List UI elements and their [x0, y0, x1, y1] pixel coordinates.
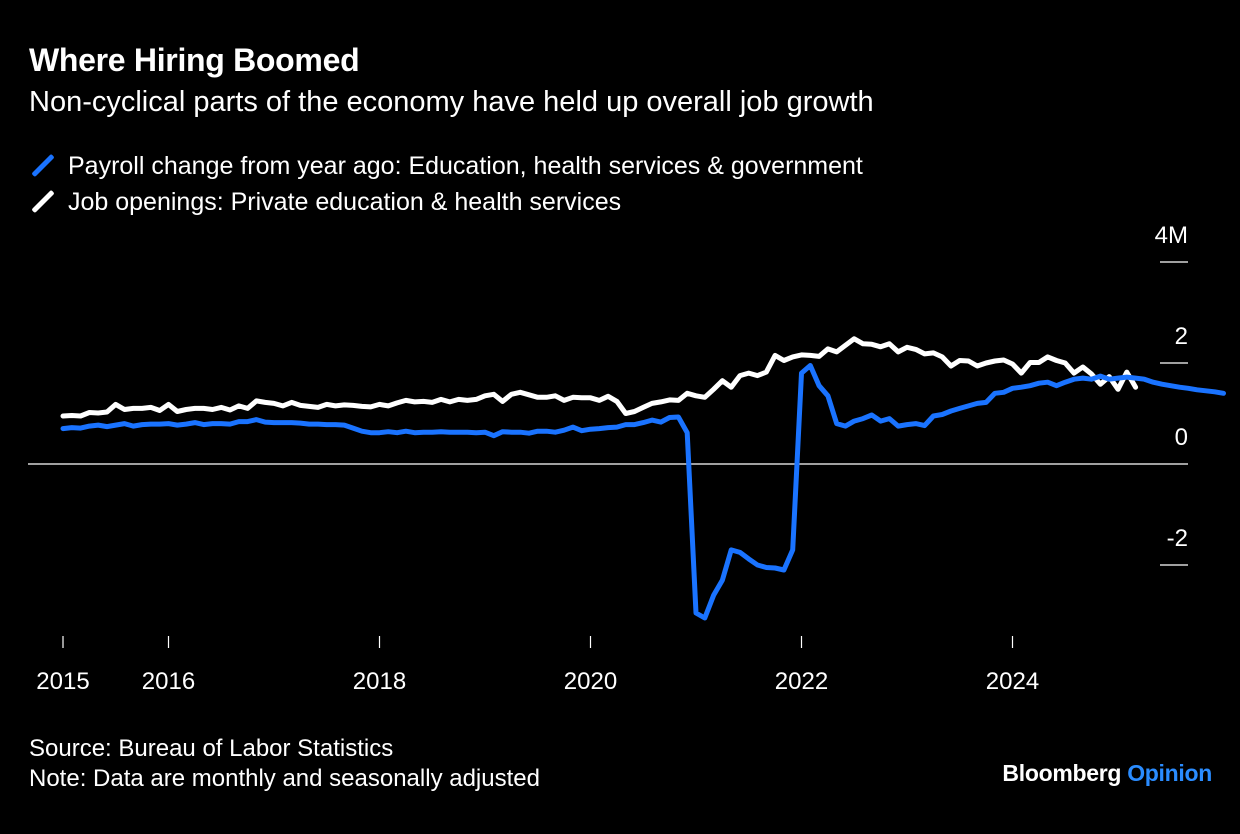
- chart-title: Where Hiring Boomed: [29, 42, 360, 78]
- source-note: Source: Bureau of Labor Statistics: [29, 735, 394, 762]
- y-tick-label: 0: [1175, 424, 1188, 451]
- footer: Source: Bureau of Labor Statistics Note:…: [29, 734, 540, 794]
- x-tick-label: 2020: [564, 668, 617, 695]
- y-tick-label: 4M: [1155, 222, 1188, 249]
- x-tick-label: 2024: [986, 668, 1039, 695]
- legend-label-openings: Job openings: Private education & health…: [68, 187, 622, 216]
- logo-brand: Bloomberg: [1002, 760, 1122, 786]
- legend-item-openings: Job openings: Private education & health…: [32, 184, 863, 220]
- x-tick-label: 2015: [36, 668, 89, 695]
- data-note: Note: Data are monthly and seasonally ad…: [29, 765, 540, 792]
- legend-label-payroll: Payroll change from year ago: Education,…: [68, 151, 863, 180]
- y-tick-label: -2: [1167, 525, 1188, 552]
- x-tick-label: 2018: [353, 668, 406, 695]
- logo-section: Opinion: [1127, 760, 1212, 786]
- x-tick-label: 2022: [775, 668, 828, 695]
- x-tick-label: 2016: [142, 668, 195, 695]
- openings-series-line: [60, 336, 1139, 419]
- bloomberg-opinion-logo: Bloomberg Opinion: [1002, 760, 1212, 787]
- legend-item-payroll: Payroll change from year ago: Education,…: [32, 148, 863, 184]
- legend: Payroll change from year ago: Education,…: [32, 148, 863, 220]
- payroll-series-line: [60, 363, 1226, 621]
- y-tick-label: 2: [1175, 323, 1188, 350]
- chart-subtitle: Non-cyclical parts of the economy have h…: [29, 86, 874, 118]
